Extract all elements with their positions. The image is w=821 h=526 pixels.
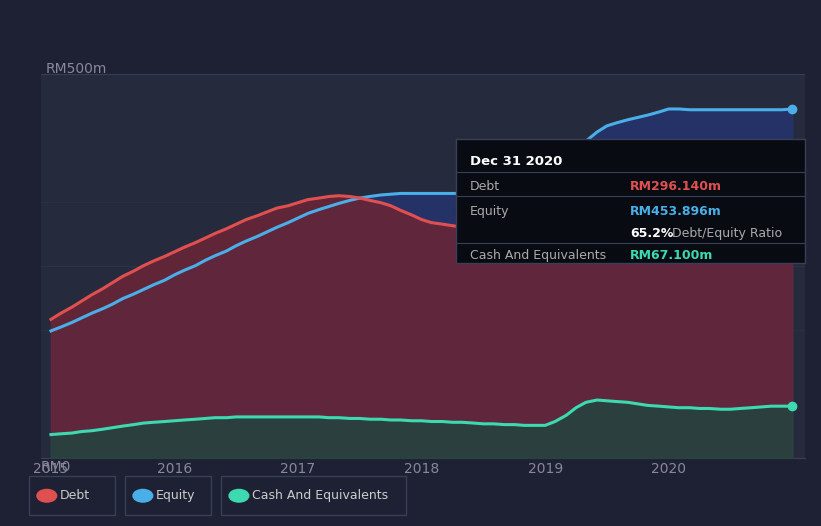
Text: RM500m: RM500m — [45, 62, 107, 76]
Text: RM296.140m: RM296.140m — [631, 180, 722, 193]
Text: Debt: Debt — [60, 489, 90, 502]
Text: Debt/Equity Ratio: Debt/Equity Ratio — [672, 227, 782, 240]
Text: Equity: Equity — [470, 205, 509, 218]
Text: RM453.896m: RM453.896m — [631, 205, 722, 218]
Text: Cash And Equivalents: Cash And Equivalents — [252, 489, 388, 502]
Text: Dec 31 2020: Dec 31 2020 — [470, 155, 562, 168]
Text: Cash And Equivalents: Cash And Equivalents — [470, 249, 606, 262]
Text: 65.2%: 65.2% — [631, 227, 673, 240]
Text: Debt: Debt — [470, 180, 500, 193]
Text: Equity: Equity — [156, 489, 195, 502]
Text: RM0: RM0 — [41, 460, 71, 473]
Text: RM67.100m: RM67.100m — [631, 249, 713, 262]
